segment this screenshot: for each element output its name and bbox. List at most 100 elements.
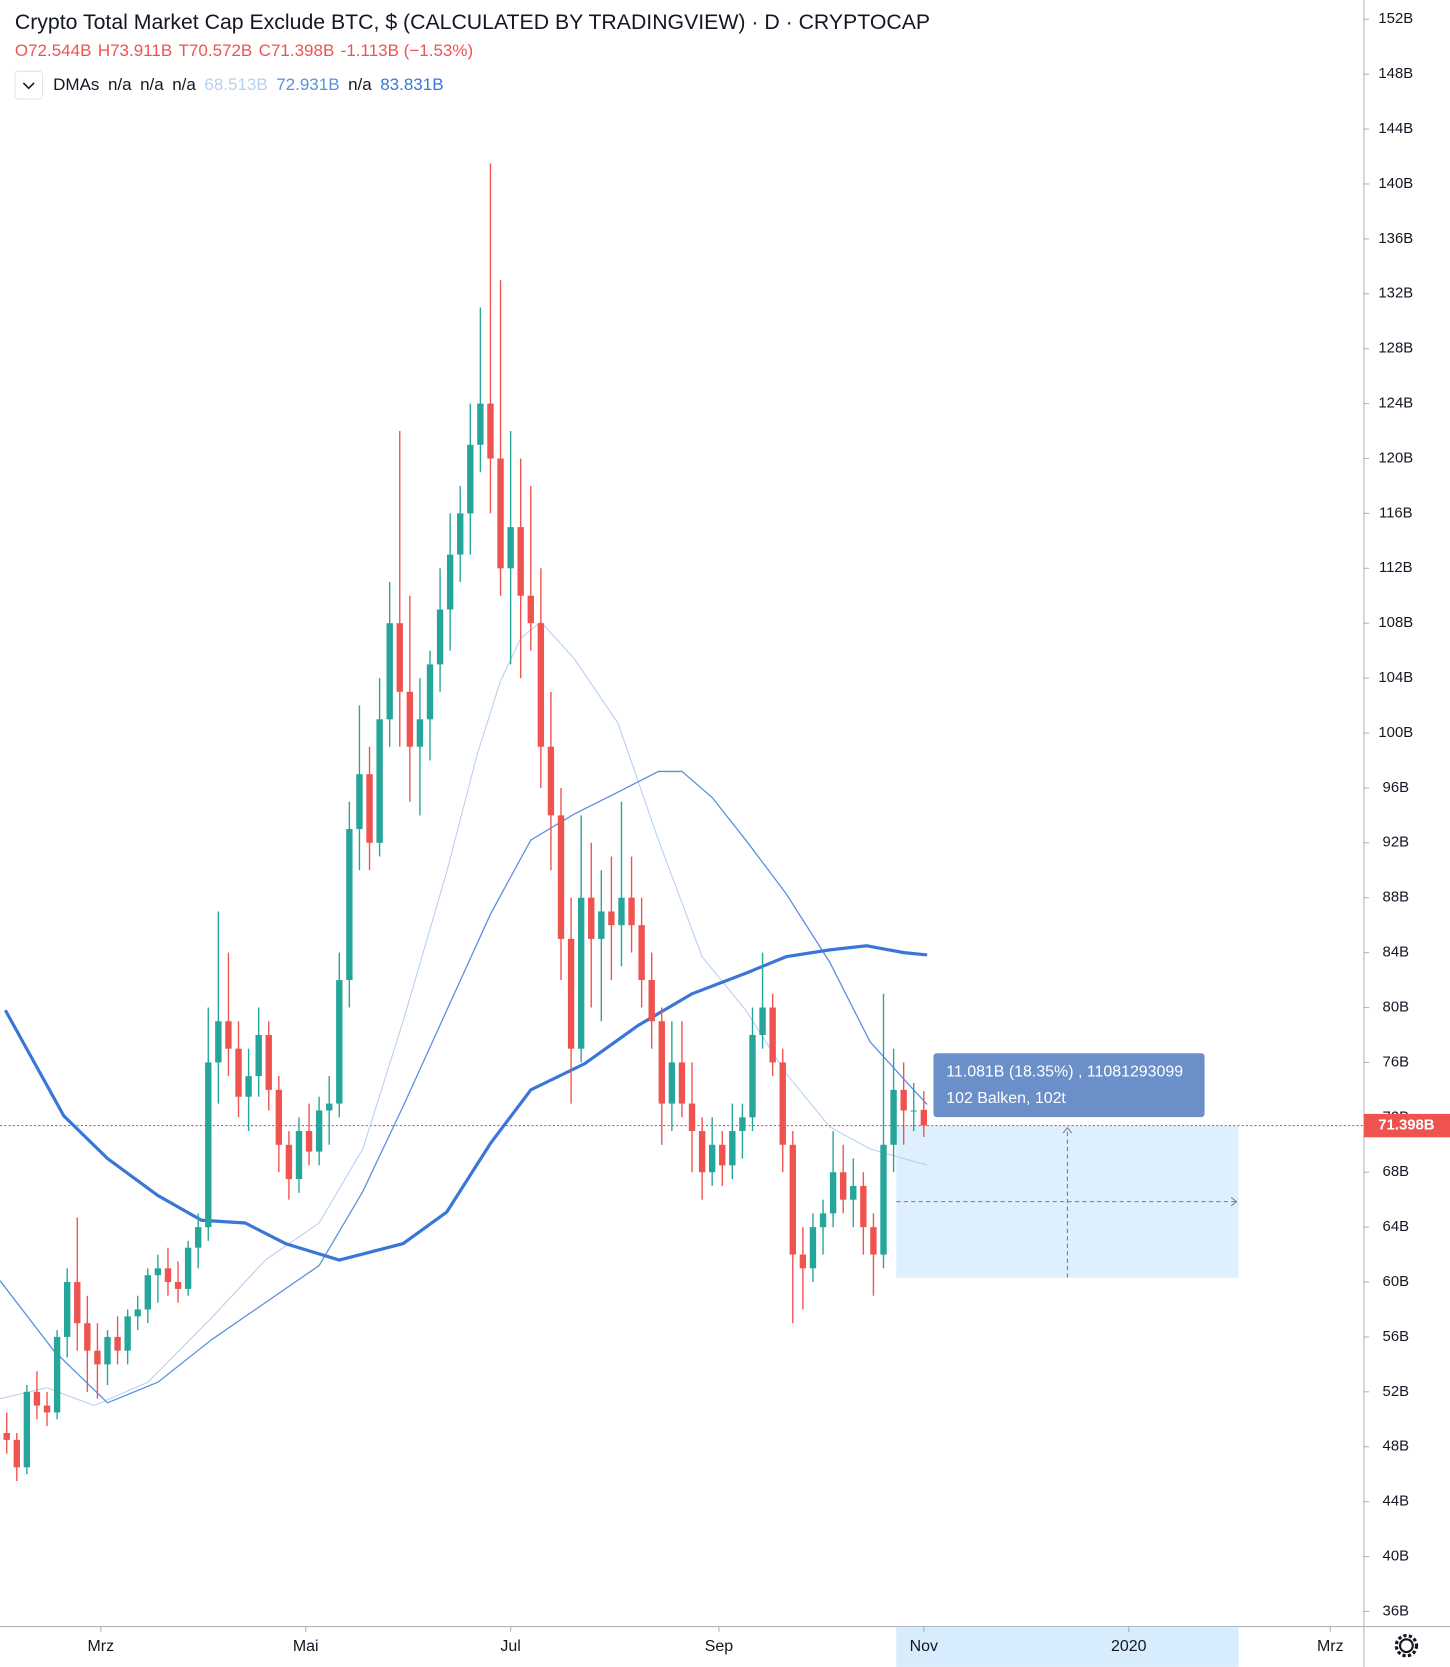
candle-body [890,1089,897,1145]
candle-body [880,1144,887,1255]
y-tick-label: 108B [1378,615,1413,631]
candle-body [74,1282,81,1324]
y-tick-label: 124B [1378,396,1413,412]
candle-body [870,1227,877,1255]
y-tick-label: 116B [1379,505,1413,521]
candle-body [366,774,373,843]
measure-label: 11.081B (18.35%) , 11081293099 [946,1064,1183,1081]
candle-body [557,815,565,939]
candle-body [235,1048,242,1097]
y-tick-label: 48B [1383,1439,1410,1455]
dma-value: 68.513B [204,76,267,95]
y-tick-label: 148B [1378,66,1413,82]
gear-teeth [1394,1633,1419,1658]
candle-body [910,1110,917,1112]
candle-body [134,1309,141,1317]
candle-body [789,1144,796,1255]
candle-body [416,719,424,747]
dma-value: 72.931B [276,76,339,95]
candle-body [537,623,545,747]
candle-body [708,1144,716,1173]
candle-body [527,595,534,624]
candle-body [588,897,595,939]
candle-body [628,897,635,926]
candle-body [567,938,575,1049]
candle-body [598,911,605,939]
candle-body [749,1034,756,1118]
candle-body [124,1316,131,1351]
candle-body [678,1062,686,1104]
marks [0,163,928,1482]
candle-body [376,719,383,843]
measure-label: 102 Balken, 102t [946,1090,1066,1107]
candle-body [43,1405,51,1413]
ohlc-item: T70.572B [179,42,253,61]
y-tick-label: 144B [1378,121,1413,137]
ohlc-item: -1.113B (−1.53%) [341,42,473,61]
candle-body [799,1254,807,1269]
collapse-button[interactable] [14,70,44,100]
candle-body [577,897,585,1049]
settings-button[interactable] [1394,1633,1419,1658]
dma-value: n/a [140,76,164,95]
dma-value: 83.831B [380,76,443,95]
y-tick-label: 104B [1378,670,1413,686]
y-tick-label: 88B [1383,890,1410,906]
candle-body [507,527,514,569]
candle-body [245,1076,252,1097]
candle-body [305,1131,313,1152]
candle-body [698,1131,706,1173]
dma-legend: DMAs n/a n/a n/a 68.513B 72.931B n/a 83.831B [53,76,443,95]
candle-body [84,1323,91,1351]
candle-body [114,1336,121,1351]
y-tick-label: 152B [1378,11,1413,27]
chart-title: Crypto Total Market Cap Exclude BTC, $ (… [15,10,930,34]
y-tick-label: 64B [1383,1219,1410,1235]
candle-body [346,829,353,981]
candle-body [648,980,655,1022]
candle-body [779,1062,786,1145]
candle-body [467,444,474,514]
candle-body [608,911,615,926]
candle-body [860,1185,867,1228]
candle-body [63,1282,71,1337]
candle-body [809,1227,817,1269]
measure-time-range [896,1627,1239,1667]
candle-body [840,1172,847,1200]
dma-value: n/a [172,76,196,95]
candle-body [668,1062,676,1104]
candle-body [618,897,625,926]
y-tick-label: 76B [1383,1054,1410,1070]
x-tick-label: Nov [910,1638,938,1655]
candle-body [396,623,403,692]
y-tick-label: 68B [1383,1164,1410,1180]
candle-body [638,925,645,981]
gear-icon [1398,1638,1414,1654]
candle-body [497,458,504,569]
candle-body [23,1391,31,1468]
y-tick-label: 96B [1383,780,1410,796]
candle-body [275,1089,283,1145]
candle-body [426,664,434,720]
candle-body [295,1131,303,1180]
candle-body [13,1439,20,1468]
y-tick-label: 80B [1383,999,1410,1015]
candle-body [386,623,393,720]
y-tick-label: 112B [1379,560,1413,576]
candle-body [315,1110,323,1152]
candle-body [487,403,494,459]
y-tick-label: 60B [1383,1274,1410,1290]
dma-value: n/a [108,76,132,95]
candle-body [406,691,414,747]
candle-body [446,554,454,610]
y-tick-label: 56B [1383,1329,1410,1345]
candle-body [285,1144,293,1180]
candle-body [436,609,444,665]
candle-body [850,1185,857,1200]
measure-arrowhead [1062,1126,1073,1134]
y-tick-label: 40B [1383,1548,1410,1564]
candle-body [819,1213,827,1228]
